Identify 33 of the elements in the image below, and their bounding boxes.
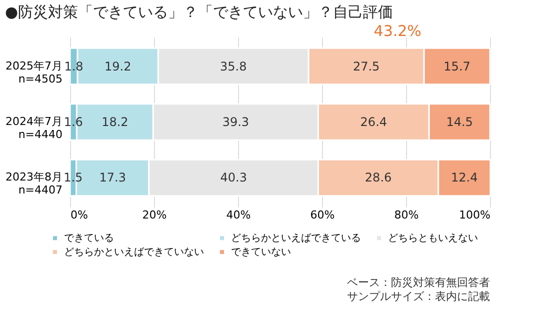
data-label: 1.8 — [64, 59, 84, 74]
y-tick-label: 2024年7月 n=4440 — [6, 115, 62, 141]
legend-label: どちらかといえばできていない — [64, 247, 204, 258]
x-tick-label: 20% — [142, 208, 167, 222]
data-label: 40.3 — [220, 170, 247, 185]
x-tick-label: 40% — [226, 208, 251, 222]
annotation: 43.2% — [374, 22, 422, 40]
data-label: 35.8 — [220, 59, 247, 74]
text: ベース：防災対策有無回答者 — [347, 276, 490, 289]
data-label: 28.6 — [364, 170, 392, 185]
data-label: 1.5 — [64, 170, 83, 185]
data-label: 14.5 — [446, 115, 473, 129]
legend-label: できている — [64, 233, 114, 244]
x-tick-label: 100% — [459, 208, 490, 222]
text: サンプルサイズ：表内に記載 — [347, 290, 490, 303]
x-tick-label: 0% — [70, 208, 88, 222]
y-tick-label: 2025年7月 n=4505 — [6, 59, 62, 86]
legend-label: できていない — [231, 247, 291, 258]
legend-label: どちらともいえない — [388, 233, 478, 244]
data-label: 1.6 — [64, 115, 83, 129]
data-label: 18.2 — [102, 115, 128, 129]
data-label: 27.5 — [352, 59, 380, 74]
x-tick-label: 60% — [310, 208, 335, 222]
data-label: 39.3 — [222, 115, 250, 129]
data-label: 12.4 — [451, 170, 478, 185]
chart-title: ●防災対策「できている」？「できていない」？自己評価 — [5, 3, 394, 21]
y-tick-label: 2023年8月 n=4407 — [6, 170, 62, 197]
x-tick-label: 80% — [394, 208, 419, 222]
data-label: 26.4 — [360, 115, 388, 129]
data-label: 19.2 — [104, 59, 132, 74]
data-label: 17.3 — [99, 170, 126, 185]
data-label: 15.7 — [444, 59, 470, 74]
legend-label: どちらかといえばできている — [231, 233, 361, 244]
